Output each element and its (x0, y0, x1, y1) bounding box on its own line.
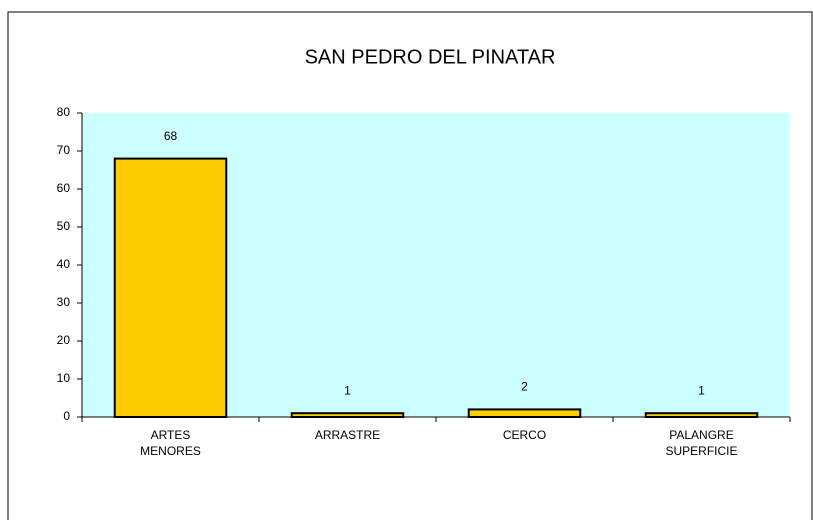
y-tick-label: 60 (57, 181, 71, 195)
y-tick-label: 30 (57, 295, 71, 309)
x-tick-label: ARRASTRE (314, 428, 381, 442)
bar (644, 412, 759, 419)
bar (467, 408, 582, 418)
x-tick-label: CERCO (502, 428, 547, 442)
x-tick-label-box: ARTES MENORES (140, 428, 201, 458)
data-label: 68 (164, 129, 178, 143)
y-tick-label: 80 (57, 105, 71, 119)
x-tick-label-box: PALANGRE SUPERFICIE (665, 428, 738, 458)
data-label: 1 (698, 383, 705, 397)
y-tick-label: 20 (57, 333, 71, 347)
chart-frame (7, 11, 813, 520)
y-tick-label: 70 (57, 143, 71, 157)
x-tick-label: PALANGRE SUPERFICIE (665, 428, 738, 458)
y-tick-label: 40 (57, 257, 71, 271)
x-tick-label-box: ARRASTRE (314, 428, 381, 442)
y-tick-label: 10 (57, 371, 71, 385)
data-label: 1 (344, 383, 351, 397)
bar (113, 157, 228, 418)
x-tick-label-box: CERCO (502, 428, 547, 442)
data-label: 2 (521, 380, 528, 394)
chart-title: SAN PEDRO DEL PINATAR (305, 46, 556, 68)
x-tick-label: ARTES MENORES (140, 428, 201, 458)
y-tick-label: 50 (57, 219, 71, 233)
bar (290, 412, 405, 419)
y-tick-label: 0 (63, 409, 70, 423)
